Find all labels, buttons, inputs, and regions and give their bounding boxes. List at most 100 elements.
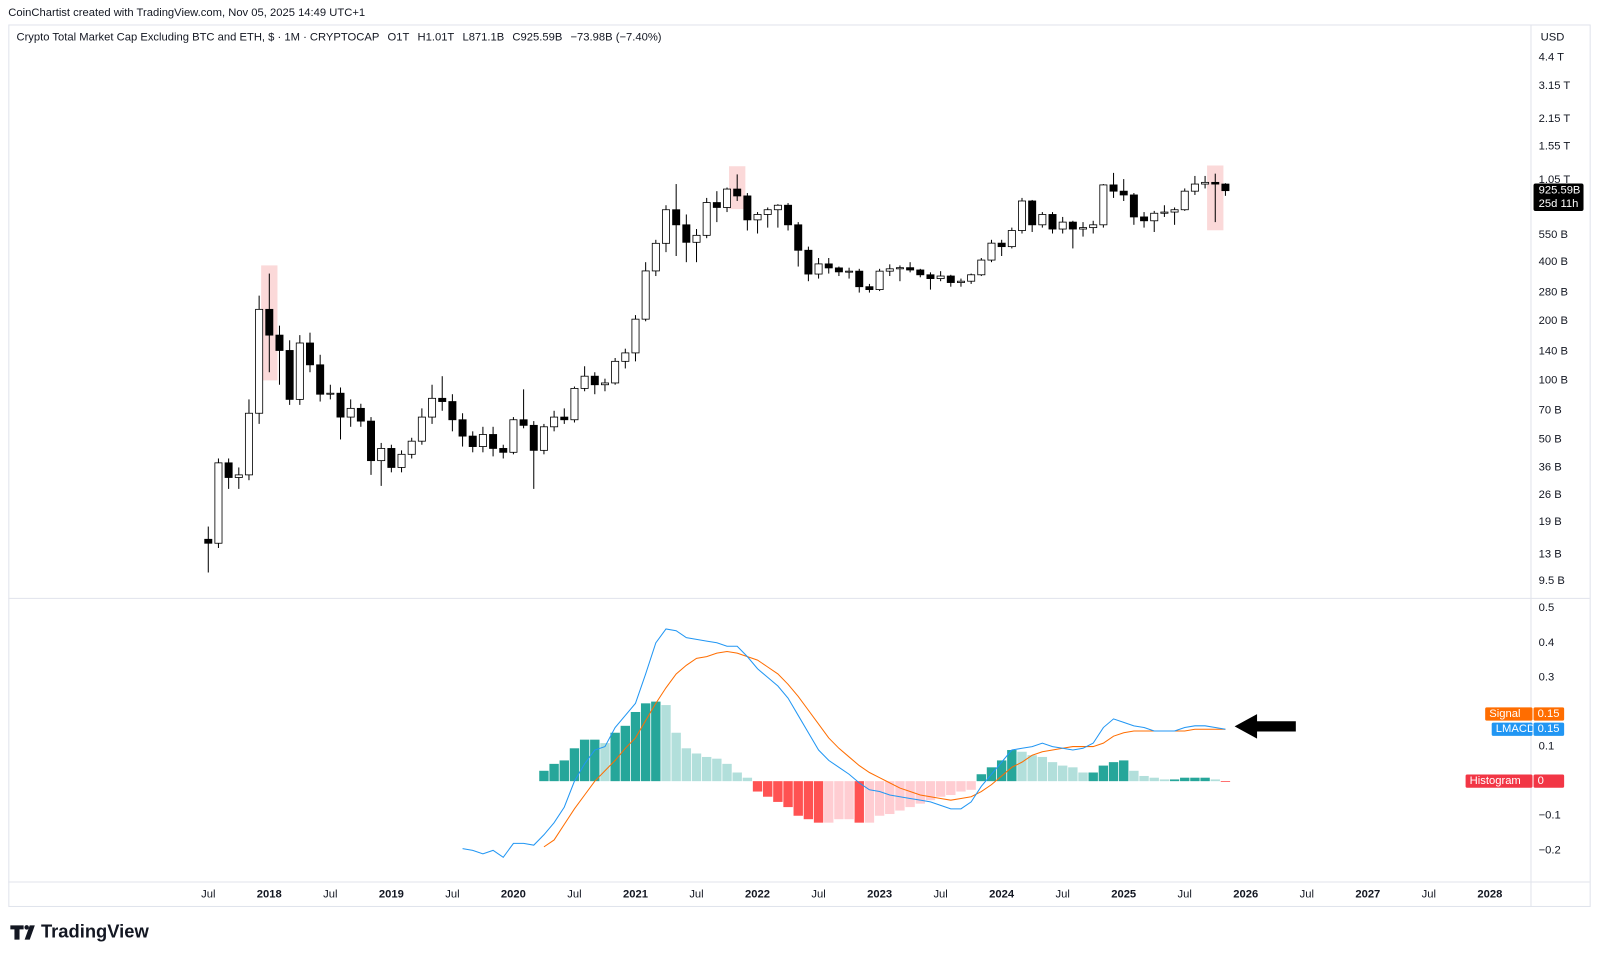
- histogram-bar: [1149, 777, 1159, 782]
- price-tick-label: 140 B: [1539, 346, 1568, 358]
- histogram-bar: [1098, 765, 1109, 782]
- time-tick-label: Jul: [201, 889, 215, 901]
- ohlc-low: L871.1B: [462, 32, 504, 44]
- candle-body: [438, 397, 447, 402]
- histogram-bar: [925, 781, 936, 801]
- indicator-tick-label: 0.4: [1539, 637, 1555, 649]
- candle-body: [1211, 181, 1220, 185]
- legend-name: LMACD: [1496, 723, 1535, 735]
- candle-body: [1068, 221, 1077, 230]
- arrow: [1234, 714, 1296, 739]
- candle-body: [468, 435, 477, 447]
- time-tick-label: 2019: [379, 889, 404, 901]
- candle-body: [997, 242, 1006, 248]
- candle-body: [692, 234, 701, 243]
- candle-body: [814, 263, 823, 275]
- histogram-bar: [661, 705, 671, 782]
- candle-body: [367, 420, 375, 462]
- price-tick-label: 1.55 T: [1539, 141, 1571, 153]
- candle-body: [1007, 230, 1016, 248]
- candle-body: [529, 424, 538, 451]
- histogram-bar: [1190, 777, 1200, 782]
- histogram-bar: [590, 739, 600, 782]
- legend-name: Signal: [1489, 708, 1520, 720]
- candle-body: [936, 275, 945, 279]
- time-tick-label: Jul: [689, 889, 703, 901]
- price-tick-label: 280 B: [1539, 287, 1568, 299]
- histogram-bar: [915, 781, 925, 804]
- candle-body: [885, 268, 894, 272]
- price-tick-label: 19 B: [1539, 516, 1562, 528]
- histogram-bar: [1108, 762, 1119, 782]
- histogram-bar: [1200, 777, 1210, 782]
- histogram-bar: [895, 781, 905, 811]
- time-tick-label: 2018: [257, 889, 282, 901]
- candle-body: [824, 263, 833, 269]
- candle-body: [834, 267, 843, 273]
- histogram-bar: [844, 781, 854, 820]
- legend-name-box: [1485, 707, 1533, 721]
- price-tick-label: 13 B: [1539, 548, 1562, 560]
- histogram-bar: [752, 781, 763, 792]
- candle-body: [265, 308, 274, 336]
- candle-body: [1160, 211, 1169, 214]
- time-tick-label: Jul: [1422, 889, 1436, 901]
- price-tick-label: 100 B: [1539, 374, 1568, 386]
- candle-body: [509, 419, 518, 453]
- candle-body: [651, 242, 660, 272]
- candle-body: [794, 224, 803, 251]
- frame: [8, 24, 1591, 907]
- histogram-bar: [1169, 779, 1180, 782]
- candle-body: [702, 202, 711, 236]
- candle-body: [499, 448, 508, 453]
- candle-body: [1099, 184, 1108, 226]
- candle-body: [987, 242, 996, 261]
- candle-body: [428, 397, 437, 418]
- time-tick-label: Jul: [323, 889, 337, 901]
- candle-body: [1119, 190, 1128, 196]
- indicator-tick-label: 0.5: [1539, 602, 1555, 614]
- price-tick-label: 70 B: [1539, 405, 1562, 417]
- price-tick-label: 4.4 T: [1539, 52, 1565, 64]
- candle-body: [733, 188, 742, 197]
- indicator-tick-label: −0.2: [1539, 844, 1561, 856]
- candle-body: [377, 448, 386, 462]
- histogram-bar: [640, 703, 651, 782]
- legend-value: 0: [1538, 775, 1544, 787]
- histogram-bar: [1088, 772, 1098, 782]
- histogram-bar: [956, 781, 966, 792]
- candle-body: [946, 275, 955, 283]
- histogram-bar: [671, 732, 681, 782]
- legend-value-box: [1533, 722, 1565, 736]
- histogram-bar: [742, 777, 753, 782]
- candle-body: [926, 274, 935, 279]
- candle-body: [458, 419, 467, 437]
- candle-body: [295, 342, 304, 400]
- histogram-bar: [559, 760, 569, 782]
- price-tick-label: 400 B: [1539, 256, 1568, 268]
- candle-body: [621, 352, 630, 362]
- candle-body: [214, 462, 223, 544]
- candle-body: [478, 434, 487, 447]
- last-price-box: [1533, 183, 1584, 212]
- candle-body: [356, 407, 365, 422]
- candle-body: [275, 334, 284, 351]
- histogram-bar: [1057, 765, 1068, 782]
- candle-body: [387, 448, 396, 468]
- time-tick-label: Jul: [933, 889, 947, 901]
- histogram-bar: [763, 781, 773, 797]
- candle-body: [1150, 212, 1159, 222]
- histogram-bar: [1220, 781, 1231, 782]
- indicator-line: [462, 628, 1226, 858]
- histogram-bar: [681, 748, 692, 782]
- chart-title: Crypto Total Market Cap Excluding BTC an…: [16, 32, 379, 44]
- candle-body: [895, 267, 904, 270]
- histogram-bar: [651, 701, 661, 782]
- histogram-bar: [824, 781, 834, 823]
- credit: CoinChartist created with TradingView.co…: [8, 7, 365, 19]
- candle-body: [407, 440, 416, 455]
- candle-body: [519, 419, 528, 426]
- candle-body: [865, 286, 874, 291]
- indicator-tick-label: 0.1: [1539, 741, 1555, 753]
- candle-body: [753, 214, 762, 221]
